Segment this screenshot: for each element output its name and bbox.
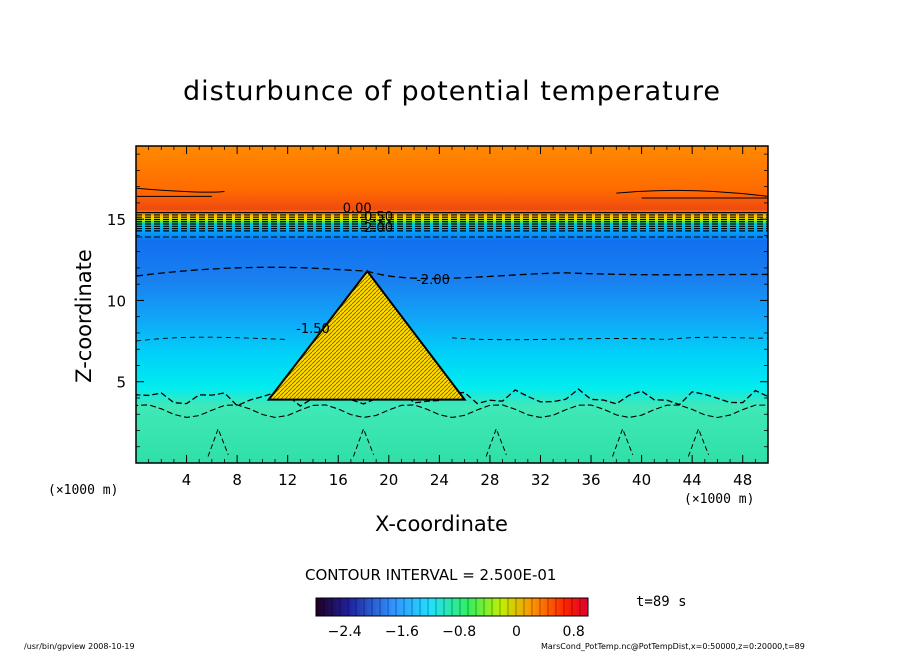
contour-lines <box>136 187 768 457</box>
colorbar-tick-label: 0 <box>512 624 521 640</box>
contour-label: -1.50 <box>296 322 330 337</box>
y-axis-title: Z-coordinate <box>72 249 96 383</box>
contour-line <box>352 427 375 457</box>
colorbar-tick-label: −0.8 <box>442 624 476 640</box>
colorbar-ticks: −2.4 −1.6 −0.8 0 0.8 <box>328 624 585 640</box>
contour-line <box>687 427 710 457</box>
x-unit-label-right: (×1000 m) <box>684 492 755 507</box>
contour-line <box>612 427 634 457</box>
contour-line <box>136 187 225 193</box>
contour-labels: 0.00-0.50-2.00-2.00-1.50 <box>296 202 450 337</box>
y-tick-label: 5 <box>116 374 126 392</box>
x-axis-title: X-coordinate <box>375 512 508 536</box>
x-tick-label: 16 <box>329 471 348 489</box>
contour-interval-label: CONTOUR INTERVAL = 2.500E-01 <box>305 566 557 584</box>
heatmap-background <box>136 146 768 463</box>
x-tick-label: 36 <box>581 471 600 489</box>
x-unit-label-left: (×1000 m) <box>48 483 119 498</box>
time-label: t=89 s <box>636 594 687 610</box>
x-tick-label: 24 <box>430 471 449 489</box>
contour-line <box>207 427 229 457</box>
contour-label: -0.50 <box>359 210 393 225</box>
y-axis-ticks: 5 10 15 <box>107 153 768 448</box>
colorbar-tick-label: 0.8 <box>563 624 585 640</box>
footer-source: MarsCond_PotTemp.nc@PotTempDist,x=0:5000… <box>541 642 805 651</box>
colorbar-tick-label: −2.4 <box>328 624 362 640</box>
x-tick-label: 32 <box>531 471 550 489</box>
x-axis-ticks: 4 8 12 16 20 24 28 32 36 40 44 48 <box>148 146 769 489</box>
contour-label: 0.00 <box>343 202 372 217</box>
x-tick-label: 12 <box>278 471 297 489</box>
x-tick-label: 4 <box>182 471 192 489</box>
x-tick-label: 48 <box>733 471 752 489</box>
contour-label: -2.00 <box>416 273 450 288</box>
contour-line <box>485 427 507 457</box>
contour-line <box>136 336 768 342</box>
chart-title: disturbunce of potential temperature <box>183 76 721 107</box>
x-tick-label: 20 <box>379 471 398 489</box>
contour-line <box>136 266 768 280</box>
x-tick-label: 28 <box>480 471 499 489</box>
contour-label: -2.00 <box>359 221 393 236</box>
footer-command: /usr/bin/gpview 2008-10-19 <box>24 642 135 651</box>
contour-line <box>616 189 768 197</box>
colorbar-stripes <box>315 598 581 616</box>
x-tick-label: 44 <box>683 471 702 489</box>
colorbar-tick-label: −1.6 <box>385 624 419 640</box>
y-tick-label: 15 <box>107 211 126 229</box>
x-tick-label: 8 <box>232 471 242 489</box>
x-tick-label: 40 <box>632 471 651 489</box>
y-tick-label: 10 <box>107 292 126 310</box>
contour-line <box>136 404 768 419</box>
mountain-outline <box>266 269 467 401</box>
mountain-contour-hatch <box>268 271 465 400</box>
